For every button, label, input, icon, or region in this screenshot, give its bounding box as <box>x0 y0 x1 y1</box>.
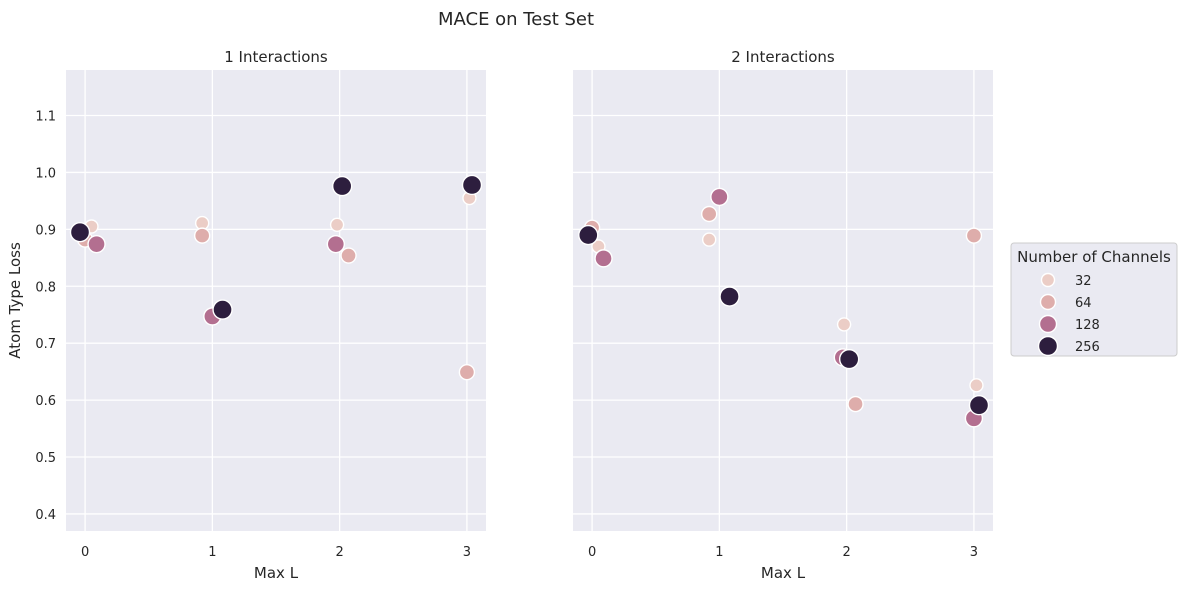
scatter-point-64 <box>700 205 718 223</box>
x-tick-label: 3 <box>970 545 978 560</box>
y-tick-label: 0.8 <box>35 280 56 295</box>
scatter-point-256 <box>212 299 233 320</box>
scatter-point-256 <box>578 224 599 246</box>
y-tick-label: 0.9 <box>35 223 56 238</box>
panel-1-interactions: 1 Interactions 0 1 2 3 0.4 0.5 0.6 0.7 0.8 0.9 1.0 1… <box>6 48 486 582</box>
plot-area <box>573 70 993 531</box>
scatter-point-128 <box>594 249 613 268</box>
scatter-point-64 <box>965 227 983 244</box>
y-tick-label: 0.6 <box>35 394 56 409</box>
scatter-point-128 <box>710 187 729 207</box>
legend: Number of Channels 32 64 128 256 <box>1010 242 1178 357</box>
x-tick-label: 2 <box>335 545 343 560</box>
scatter-point-32 <box>969 378 984 393</box>
y-tick-label: 1.1 <box>35 110 56 125</box>
y-tick-label: 0.4 <box>35 508 56 523</box>
scatter-point-32 <box>836 317 852 332</box>
panel-title: 2 Interactions <box>731 48 835 66</box>
legend-marker <box>1040 272 1056 288</box>
scatter-point-256 <box>461 174 483 196</box>
x-axis-label: Max L <box>761 564 806 582</box>
legend-marker <box>1038 314 1058 334</box>
panel-2-interactions: 2 Interactions 0 1 2 3 Max L <box>573 48 993 582</box>
y-axis-label: Atom Type Loss <box>6 242 24 359</box>
x-tick-label: 1 <box>208 545 216 560</box>
scatter-point-64 <box>458 364 476 381</box>
scatter-point-256 <box>719 286 740 307</box>
legend-label: 32 <box>1075 274 1092 289</box>
x-tick-label: 2 <box>842 545 850 560</box>
legend-title: Number of Channels <box>1017 248 1171 266</box>
scatter-point-256 <box>968 395 990 416</box>
y-tick-label: 0.5 <box>35 451 56 466</box>
x-tick-label: 3 <box>463 545 471 560</box>
figure-title: MACE on Test Set <box>438 9 594 30</box>
legend-label: 64 <box>1075 296 1092 311</box>
scatter-point-32 <box>329 217 345 233</box>
x-tick-label: 1 <box>715 545 723 560</box>
scatter-point-64 <box>340 247 357 264</box>
scatter-point-256 <box>331 175 353 197</box>
scatter-point-64 <box>193 227 211 244</box>
legend-marker <box>1037 335 1059 357</box>
legend-label: 128 <box>1075 318 1100 333</box>
scatter-point-128 <box>326 234 346 254</box>
x-tick-label: 0 <box>588 545 596 560</box>
legend-label: 256 <box>1075 340 1100 355</box>
scatter-point-256 <box>69 222 91 243</box>
scatter-point-32 <box>701 232 717 247</box>
scatter-point-128 <box>87 234 106 254</box>
panel-title: 1 Interactions <box>224 48 328 66</box>
legend-marker <box>1039 293 1057 311</box>
y-tick-label: 0.7 <box>35 337 56 352</box>
plot-area <box>66 70 486 531</box>
scatter-point-256 <box>838 348 860 370</box>
x-axis-label: Max L <box>254 564 299 582</box>
scatter-point-64 <box>847 395 864 413</box>
x-tick-label: 0 <box>81 545 89 560</box>
y-tick-label: 1.0 <box>35 166 56 181</box>
